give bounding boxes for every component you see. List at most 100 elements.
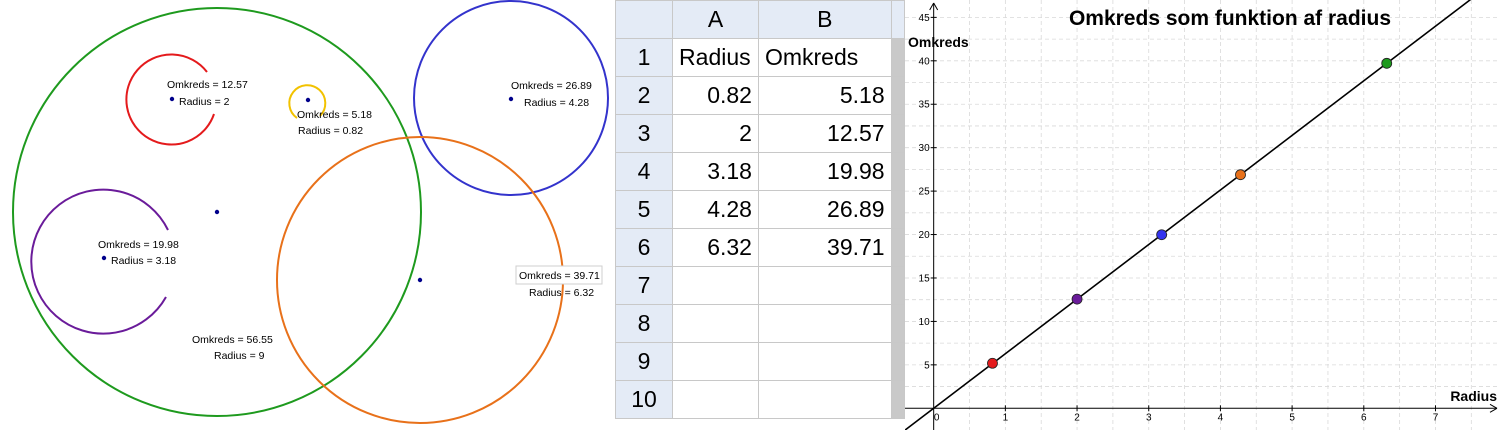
column-header-b[interactable]: B <box>757 0 892 39</box>
cell-a2[interactable]: 0.82 <box>672 76 759 115</box>
x-tick-label: 5 <box>1289 412 1295 423</box>
table-row: 6 6.32 39.71 <box>615 228 905 267</box>
scroll-edge <box>890 114 905 153</box>
grid <box>905 0 1500 430</box>
cell-b9[interactable] <box>757 342 892 381</box>
cell-b4[interactable]: 19.98 <box>757 152 892 191</box>
radius-label: Radius = 4.28 <box>524 97 589 109</box>
scroll-edge <box>890 76 905 115</box>
cell-b3[interactable]: 12.57 <box>757 114 892 153</box>
scroll-edge <box>890 38 905 77</box>
spreadsheet-view[interactable]: A B 1 Radius Omkreds 2 0.82 5.18 3 2 12.… <box>615 0 905 430</box>
corner-cell[interactable] <box>615 0 674 39</box>
data-point[interactable] <box>1235 169 1246 181</box>
x-tick-label: 3 <box>1146 412 1152 423</box>
omkreds-label: Omkreds = 12.57 <box>167 79 248 91</box>
radius-label: Radius = 2 <box>179 96 230 108</box>
axes <box>905 2 1498 430</box>
scroll-edge <box>890 152 905 191</box>
cell-a8[interactable] <box>672 304 759 343</box>
row-header[interactable]: 9 <box>615 342 674 381</box>
row-header[interactable]: 5 <box>615 190 674 229</box>
column-header-row: A B <box>615 0 905 39</box>
cell-b1[interactable]: Omkreds <box>757 38 892 77</box>
column-header-a[interactable]: A <box>672 0 759 39</box>
cell-a5[interactable]: 4.28 <box>672 190 759 229</box>
omkreds-label: Omkreds = 39.71 <box>519 270 600 282</box>
row-header[interactable]: 8 <box>615 304 674 343</box>
omkreds-line[interactable] <box>905 0 1500 430</box>
row-header[interactable]: 3 <box>615 114 674 153</box>
row-header[interactable]: 1 <box>615 38 674 77</box>
y-tick-label: 15 <box>919 273 931 284</box>
circle-radius-0.82[interactable] <box>288 84 327 119</box>
circle-radius-9[interactable] <box>12 7 422 417</box>
scroll-edge <box>890 266 905 305</box>
row-header[interactable]: 7 <box>615 266 674 305</box>
cell-a6[interactable]: 6.32 <box>672 228 759 267</box>
y-tick-label: 5 <box>924 360 930 371</box>
cell-a4[interactable]: 3.18 <box>672 152 759 191</box>
y-axis-arrow <box>929 2 939 11</box>
cell-b2[interactable]: 5.18 <box>757 76 892 115</box>
cell-a9[interactable] <box>672 342 759 381</box>
scroll-edge <box>890 342 905 381</box>
cell-b8[interactable] <box>757 304 892 343</box>
data-point[interactable] <box>1071 293 1083 305</box>
scroll-edge <box>890 190 905 229</box>
row-header[interactable]: 2 <box>615 76 674 115</box>
y-tick-label: 10 <box>919 317 931 328</box>
cell-b6[interactable]: 39.71 <box>757 228 892 267</box>
scroll-edge <box>890 228 905 267</box>
scroll-edge <box>890 304 905 343</box>
spreadsheet-table: A B 1 Radius Omkreds 2 0.82 5.18 3 2 12.… <box>615 0 905 419</box>
cell-b5[interactable]: 26.89 <box>757 190 892 229</box>
center-point[interactable] <box>417 277 423 283</box>
label-box <box>515 265 603 285</box>
scroll-edge <box>890 380 905 419</box>
cell-b7[interactable] <box>757 266 892 305</box>
cell-a10[interactable] <box>672 380 759 419</box>
y-tick-label: 25 <box>919 187 931 198</box>
data-point[interactable] <box>1156 229 1168 241</box>
y-tick-label: 45 <box>919 13 931 24</box>
geometry-view[interactable]: Omkreds = 56.55 Radius = 9 Omkreds = 12.… <box>0 0 615 430</box>
y-tick-label: 35 <box>919 100 931 111</box>
center-point[interactable] <box>169 96 175 102</box>
cell-a7[interactable] <box>672 266 759 305</box>
radius-label: Radius = 3.18 <box>111 255 176 267</box>
radius-label: Radius = 9 <box>214 350 265 362</box>
omkreds-label: Omkreds = 19.98 <box>98 239 179 251</box>
x-tick-label: 4 <box>1218 412 1224 423</box>
table-row: 2 0.82 5.18 <box>615 76 905 115</box>
omkreds-label: Omkreds = 26.89 <box>511 80 592 92</box>
table-row: 8 <box>615 304 905 343</box>
table-row: 10 <box>615 380 905 419</box>
x-tick-label: 1 <box>1003 412 1009 423</box>
y-axis-label: Omkreds <box>908 34 969 50</box>
table-row: 3 2 12.57 <box>615 114 905 153</box>
circle-radius-4.28[interactable] <box>413 0 609 196</box>
circle-radius-3.18[interactable] <box>30 188 169 335</box>
y-tick-label: 40 <box>919 56 931 67</box>
table-row: 9 <box>615 342 905 381</box>
scroll-edge <box>890 0 905 39</box>
data-point[interactable] <box>987 357 998 369</box>
cell-b10[interactable] <box>757 380 892 419</box>
x-axis-label: Radius <box>1450 388 1497 404</box>
row-header[interactable]: 6 <box>615 228 674 267</box>
row-header[interactable]: 4 <box>615 152 674 191</box>
center-point[interactable] <box>214 209 220 215</box>
cell-a1[interactable]: Radius <box>672 38 759 77</box>
cell-a3[interactable]: 2 <box>672 114 759 153</box>
circle-radius-2[interactable] <box>125 53 215 146</box>
x-tick-label: 0 <box>934 412 940 423</box>
data-point[interactable] <box>1381 57 1393 69</box>
center-point[interactable] <box>508 96 514 102</box>
center-point[interactable] <box>305 97 311 103</box>
center-point[interactable] <box>101 255 107 261</box>
table-row: 1 Radius Omkreds <box>615 38 905 77</box>
row-header[interactable]: 10 <box>615 380 674 419</box>
